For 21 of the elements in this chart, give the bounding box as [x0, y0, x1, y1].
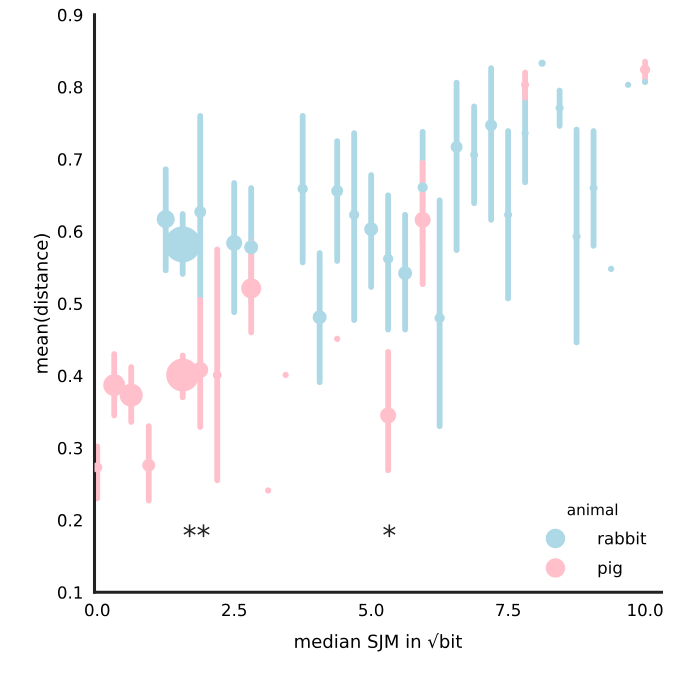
legend-label: rabbit	[598, 532, 646, 545]
x-tick-label: 5.0	[359, 604, 384, 616]
x-axis-title: median SJM in √bit	[295, 633, 462, 652]
y-tick-label: 0.6	[58, 225, 82, 238]
x-tick-label: 10.0	[628, 604, 663, 616]
x-tick-label: 7.5	[496, 604, 520, 616]
x-tick-label: 2.5	[222, 604, 246, 616]
legend-title: animal	[568, 504, 618, 516]
y-axis-title: mean(distance)	[34, 234, 50, 373]
y-tick-label: 0.5	[58, 297, 82, 310]
y-tick-label: 0.8	[58, 80, 82, 94]
y-tick-label: 0.3	[58, 442, 82, 454]
annotation: **	[184, 524, 210, 538]
y-tick-label: 0.9	[58, 8, 82, 22]
annotation: *	[383, 524, 396, 538]
x-tick-label: 0.0	[85, 604, 110, 616]
y-tick-label: 0.2	[58, 514, 82, 527]
legend-label: pig	[598, 561, 622, 578]
y-tick-label: 0.1	[58, 586, 82, 599]
y-tick-label: 0.7	[58, 153, 82, 166]
y-tick-label: 0.4	[58, 370, 82, 382]
